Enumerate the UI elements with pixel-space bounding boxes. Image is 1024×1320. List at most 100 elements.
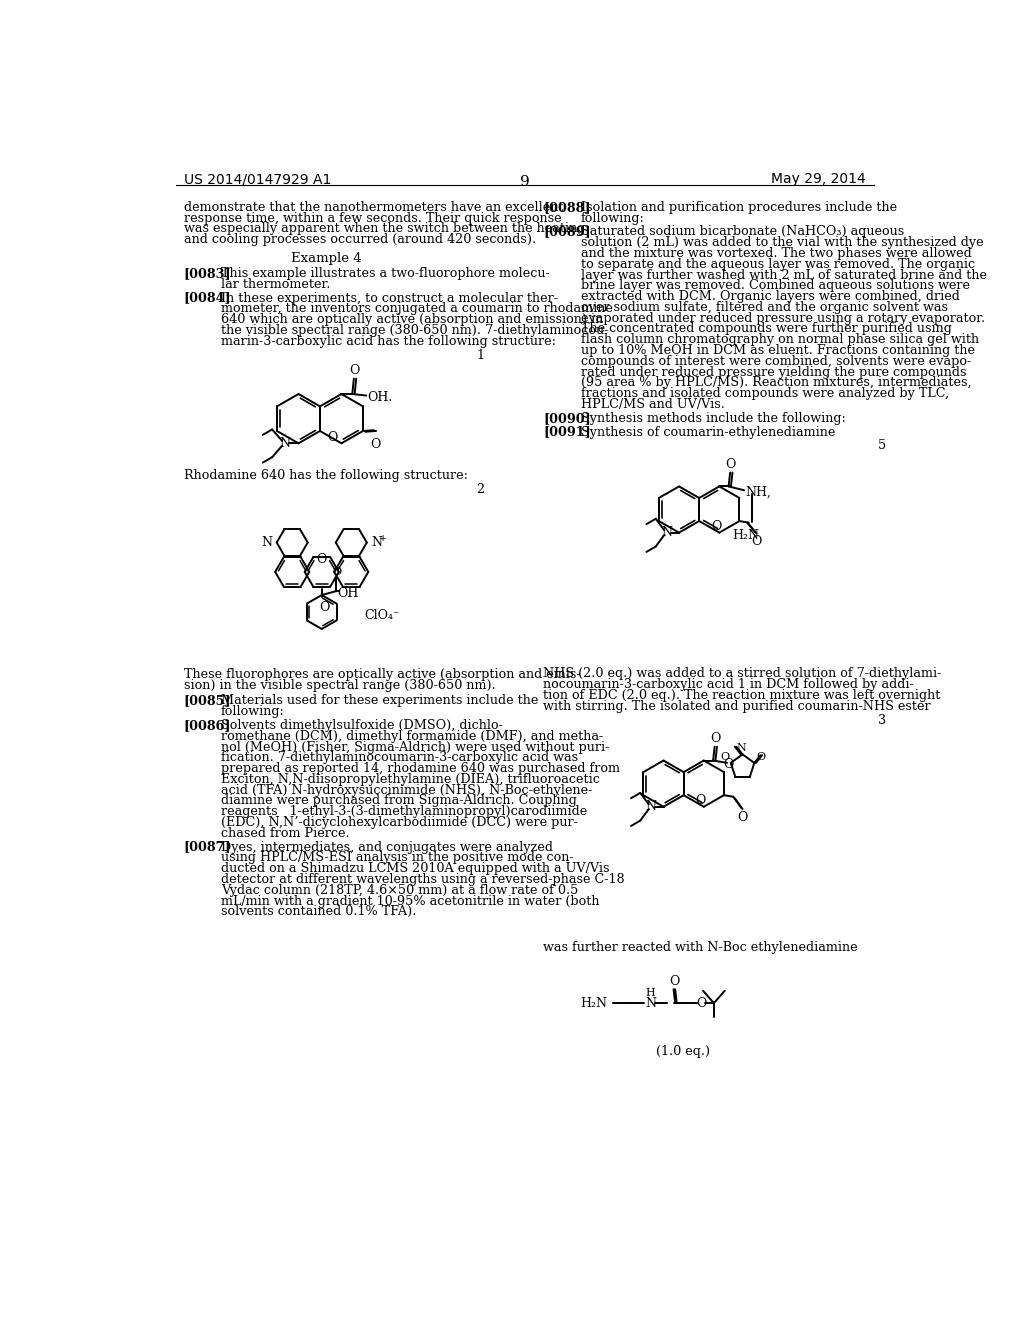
- Text: and cooling processes occurred (around 420 seconds).: and cooling processes occurred (around 4…: [183, 234, 536, 246]
- Text: romethane (DCM), dimethyl formamide (DMF), and metha-: romethane (DCM), dimethyl formamide (DMF…: [221, 730, 603, 743]
- Text: [0085]: [0085]: [183, 694, 231, 708]
- Text: [0084]: [0084]: [183, 292, 231, 305]
- Text: response time, within a few seconds. Their quick response: response time, within a few seconds. The…: [183, 211, 561, 224]
- Text: 1: 1: [476, 348, 484, 362]
- Text: O: O: [737, 810, 748, 824]
- Text: [0088]: [0088]: [544, 201, 591, 214]
- Text: H₂N: H₂N: [580, 997, 607, 1010]
- Text: ClO₄⁻: ClO₄⁻: [365, 610, 400, 622]
- Text: Materials used for these experiments include the: Materials used for these experiments inc…: [221, 694, 539, 708]
- Text: Synthesis of coumarin-ethylenediamine: Synthesis of coumarin-ethylenediamine: [581, 425, 835, 438]
- Text: following:: following:: [221, 705, 285, 718]
- Text: tion of EDC (2.0 eq.). The reaction mixture was left overnight: tion of EDC (2.0 eq.). The reaction mixt…: [544, 689, 941, 702]
- Text: marin-3-carboxylic acid has the following structure:: marin-3-carboxylic acid has the followin…: [221, 335, 556, 347]
- Text: Dyes, intermediates, and conjugates were analyzed: Dyes, intermediates, and conjugates were…: [221, 841, 553, 854]
- Text: Saturated sodium bicarbonate (NaHCO₃) aqueous: Saturated sodium bicarbonate (NaHCO₃) aq…: [581, 226, 904, 239]
- Text: reagents   1-ethyl-3-(3-dimethylaminopropyl)carodiimide: reagents 1-ethyl-3-(3-dimethylaminopropy…: [221, 805, 587, 818]
- Text: rated under reduced pressure yielding the pure compounds: rated under reduced pressure yielding th…: [581, 366, 966, 379]
- Text: N: N: [645, 800, 656, 813]
- Text: HPLC/MS and UV/Vis.: HPLC/MS and UV/Vis.: [581, 397, 724, 411]
- Text: NH,: NH,: [745, 486, 771, 499]
- Text: US 2014/0147929 A1: US 2014/0147929 A1: [183, 173, 331, 186]
- Text: Example 4: Example 4: [291, 252, 361, 264]
- Text: (1.0 eq.): (1.0 eq.): [655, 1045, 710, 1059]
- Text: 5: 5: [878, 440, 886, 453]
- Text: with stirring. The isolated and purified coumarin-NHS ester: with stirring. The isolated and purified…: [544, 700, 931, 713]
- Text: H: H: [645, 989, 655, 998]
- Text: solvents contained 0.1% TFA).: solvents contained 0.1% TFA).: [221, 906, 417, 919]
- Text: [0091]: [0091]: [544, 425, 591, 438]
- Text: O: O: [711, 520, 721, 533]
- Text: May 29, 2014: May 29, 2014: [771, 173, 866, 186]
- Text: and the mixture was vortexed. The two phases were allowed: and the mixture was vortexed. The two ph…: [581, 247, 972, 260]
- Text: [0086]: [0086]: [183, 719, 231, 733]
- Text: evaporated under reduced pressure using a rotary evaporator.: evaporated under reduced pressure using …: [581, 312, 985, 325]
- Text: +: +: [379, 535, 387, 544]
- Text: solution (2 mL) was added to the vial with the synthesized dye: solution (2 mL) was added to the vial wi…: [581, 236, 983, 249]
- Text: These fluorophores are optically active (absorption and emis-: These fluorophores are optically active …: [183, 668, 581, 681]
- Text: [0089]: [0089]: [544, 226, 591, 239]
- Text: O: O: [720, 751, 729, 762]
- Text: N: N: [261, 536, 272, 549]
- Text: This example illustrates a two-fluorophore molecu-: This example illustrates a two-fluoropho…: [221, 267, 550, 280]
- Text: over sodium sulfate, filtered and the organic solvent was: over sodium sulfate, filtered and the or…: [581, 301, 947, 314]
- Text: chased from Pierce.: chased from Pierce.: [221, 826, 349, 840]
- Text: 2: 2: [476, 483, 484, 495]
- Text: Vydac column (218TP, 4.6×50 mm) at a flow rate of 0.5: Vydac column (218TP, 4.6×50 mm) at a flo…: [221, 884, 579, 896]
- Text: extracted with DCM. Organic layers were combined, dried: extracted with DCM. Organic layers were …: [581, 290, 959, 304]
- Text: Synthesis methods include the following:: Synthesis methods include the following:: [581, 412, 846, 425]
- Text: 9: 9: [520, 174, 529, 189]
- Text: O: O: [752, 535, 762, 548]
- Text: O: O: [670, 974, 680, 987]
- Text: mL/min with a gradient 10-95% acetonitrile in water (both: mL/min with a gradient 10-95% acetonitri…: [221, 895, 599, 908]
- Text: Solvents dimethylsulfoxide (DMSO), dichlo-: Solvents dimethylsulfoxide (DMSO), dichl…: [221, 719, 503, 733]
- Text: detector at different wavelengths using a reversed-phase C-18: detector at different wavelengths using …: [221, 873, 625, 886]
- Text: OH: OH: [337, 587, 358, 601]
- Text: mometer, the inventors conjugated a coumarin to rhodamine: mometer, the inventors conjugated a coum…: [221, 302, 613, 315]
- Text: the visible spectral range (380-650 nm). 7-diethylaminocou-: the visible spectral range (380-650 nm).…: [221, 323, 608, 337]
- Text: was especially apparent when the switch between the heating: was especially apparent when the switch …: [183, 222, 585, 235]
- Text: sion) in the visible spectral range (380-650 nm).: sion) in the visible spectral range (380…: [183, 678, 496, 692]
- Text: The concentrated compounds were further purified using: The concentrated compounds were further …: [581, 322, 951, 335]
- Text: brine layer was removed. Combined aqueous solutions were: brine layer was removed. Combined aqueou…: [581, 280, 970, 292]
- Text: prepared as reported 14, rhodamine 640 was purchased from: prepared as reported 14, rhodamine 640 w…: [221, 762, 620, 775]
- Text: 640 which are optically active (absorption and emission) in: 640 which are optically active (absorpti…: [221, 313, 603, 326]
- Text: nol (MeOH) (Fisher, Sigma-Aldrich) were used without puri-: nol (MeOH) (Fisher, Sigma-Aldrich) were …: [221, 741, 609, 754]
- Text: [0090]: [0090]: [544, 412, 591, 425]
- Text: nocoumarin-3-carboxylic acid 1 in DCM followed by addi-: nocoumarin-3-carboxylic acid 1 in DCM fo…: [544, 678, 914, 692]
- Text: OH.: OH.: [367, 391, 392, 404]
- Text: O: O: [316, 553, 327, 566]
- Text: demonstrate that the nanothermometers have an excellent: demonstrate that the nanothermometers ha…: [183, 201, 563, 214]
- Text: Isolation and purification procedures include the: Isolation and purification procedures in…: [581, 201, 897, 214]
- Text: following:: following:: [581, 211, 644, 224]
- Text: compounds of interest were combined, solvents were evapo-: compounds of interest were combined, sol…: [581, 355, 971, 368]
- Text: O: O: [726, 458, 736, 471]
- Text: to separate and the aqueous layer was removed. The organic: to separate and the aqueous layer was re…: [581, 257, 975, 271]
- Text: O: O: [333, 566, 342, 577]
- Text: N: N: [372, 536, 382, 549]
- Text: lar thermometer.: lar thermometer.: [221, 277, 331, 290]
- Text: O: O: [349, 364, 359, 378]
- Text: O: O: [756, 751, 765, 762]
- Text: O: O: [370, 438, 381, 451]
- Text: O: O: [723, 758, 734, 771]
- Text: N: N: [280, 437, 290, 450]
- Text: [0087]: [0087]: [183, 841, 231, 854]
- Text: [0083]: [0083]: [183, 267, 231, 280]
- Text: acid (TFA) N-hydroxysuccinimide (NHS), N-Boc-ethylene-: acid (TFA) N-hydroxysuccinimide (NHS), N…: [221, 784, 592, 797]
- Text: (EDC), N,N’-dicyclohexylcarbodiimide (DCC) were pur-: (EDC), N,N’-dicyclohexylcarbodiimide (DC…: [221, 816, 578, 829]
- Text: Rhodamine 640 has the following structure:: Rhodamine 640 has the following structur…: [183, 469, 468, 482]
- Text: ducted on a Shimadzu LCMS 2010A equipped with a UV/Vis: ducted on a Shimadzu LCMS 2010A equipped…: [221, 862, 609, 875]
- Text: H₂N: H₂N: [732, 529, 759, 541]
- Text: O: O: [695, 795, 706, 808]
- Text: fractions and isolated compounds were analyzed by TLC,: fractions and isolated compounds were an…: [581, 387, 948, 400]
- Text: up to 10% MeOH in DCM as eluent. Fractions containing the: up to 10% MeOH in DCM as eluent. Fractio…: [581, 345, 975, 356]
- Text: layer was further washed with 2 mL of saturated brine and the: layer was further washed with 2 mL of sa…: [581, 268, 986, 281]
- Text: N: N: [645, 997, 655, 1010]
- Text: diamine were purchased from Sigma-Aldrich. Coupling: diamine were purchased from Sigma-Aldric…: [221, 795, 577, 808]
- Text: fication. 7-diethylaminocoumarin-3-carboxylic acid was: fication. 7-diethylaminocoumarin-3-carbo…: [221, 751, 579, 764]
- Text: In these experiments, to construct a molecular ther-: In these experiments, to construct a mol…: [221, 292, 558, 305]
- Text: flash column chromatography on normal phase silica gel with: flash column chromatography on normal ph…: [581, 333, 979, 346]
- Text: NHS (2.0 eq.) was added to a stirred solution of 7-diethylami-: NHS (2.0 eq.) was added to a stirred sol…: [544, 668, 942, 680]
- Text: Exciton, N,N-diisopropylethylamine (DIEA), trifluoroacetic: Exciton, N,N-diisopropylethylamine (DIEA…: [221, 774, 600, 785]
